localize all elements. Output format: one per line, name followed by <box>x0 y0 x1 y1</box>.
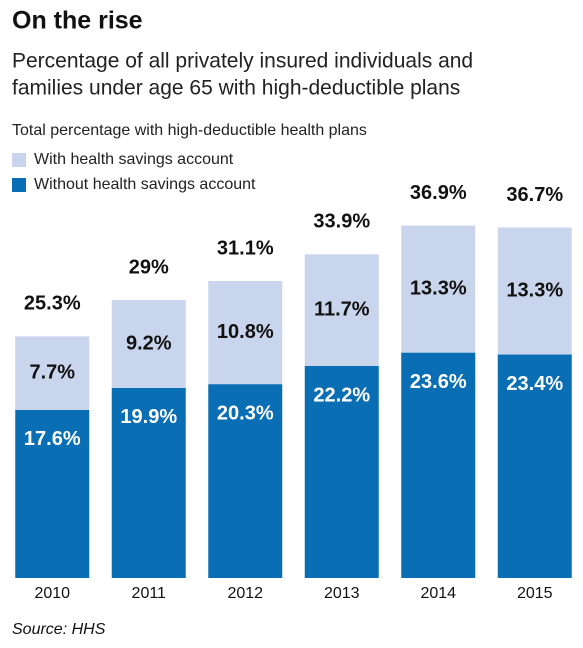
segment-label: 17.6% <box>24 428 81 450</box>
chart-subtitle: families under age 65 with high-deductib… <box>12 77 460 100</box>
total-label: 25.3% <box>24 293 81 315</box>
segment-label: 23.4% <box>506 373 563 395</box>
bar-segment <box>15 336 90 410</box>
bar-segment <box>111 387 186 578</box>
legend-label: With health savings account <box>34 151 234 168</box>
legend-title: Total percentage with high-deductible he… <box>12 122 367 139</box>
bar-segment <box>304 254 379 366</box>
legend-swatch <box>12 153 26 167</box>
x-tick-label: 2010 <box>34 585 70 602</box>
bar-segment <box>208 280 283 385</box>
legend-label: Without health savings account <box>34 176 256 193</box>
total-label: 33.9% <box>313 211 370 233</box>
total-label: 31.1% <box>217 237 274 259</box>
segment-label: 7.7% <box>29 361 75 383</box>
x-tick-label: 2012 <box>227 585 263 602</box>
segment-label: 13.3% <box>506 279 563 301</box>
segment-label: 19.9% <box>120 406 177 428</box>
total-label: 36.9% <box>410 182 467 204</box>
x-tick-label: 2011 <box>132 585 167 602</box>
x-tick-label: 2014 <box>420 585 456 602</box>
segment-label: 11.7% <box>314 298 370 320</box>
total-label: 29% <box>129 256 169 278</box>
total-label: 36.7% <box>506 184 563 206</box>
bar-segment <box>401 225 476 353</box>
legend-swatch <box>12 178 26 192</box>
bar-segment <box>401 352 476 578</box>
segment-label: 10.8% <box>217 321 274 343</box>
bar-segment <box>15 409 90 578</box>
chart-subtitle: Percentage of all privately insured indi… <box>12 50 473 73</box>
x-tick-label: 2013 <box>324 585 360 602</box>
x-tick-label: 2015 <box>517 585 553 602</box>
bar-segment <box>497 227 572 355</box>
segment-label: 22.2% <box>313 384 370 406</box>
segment-label: 13.3% <box>410 277 467 299</box>
segment-label: 20.3% <box>217 402 274 424</box>
bar-segment <box>208 384 283 578</box>
bar-segment <box>111 300 186 388</box>
source: Source: HHS <box>12 621 106 638</box>
segment-label: 9.2% <box>126 332 172 354</box>
bar-segment <box>497 354 572 578</box>
chart-title: On the rise <box>12 7 143 35</box>
bar-segment <box>304 365 379 578</box>
segment-label: 23.6% <box>410 371 467 393</box>
